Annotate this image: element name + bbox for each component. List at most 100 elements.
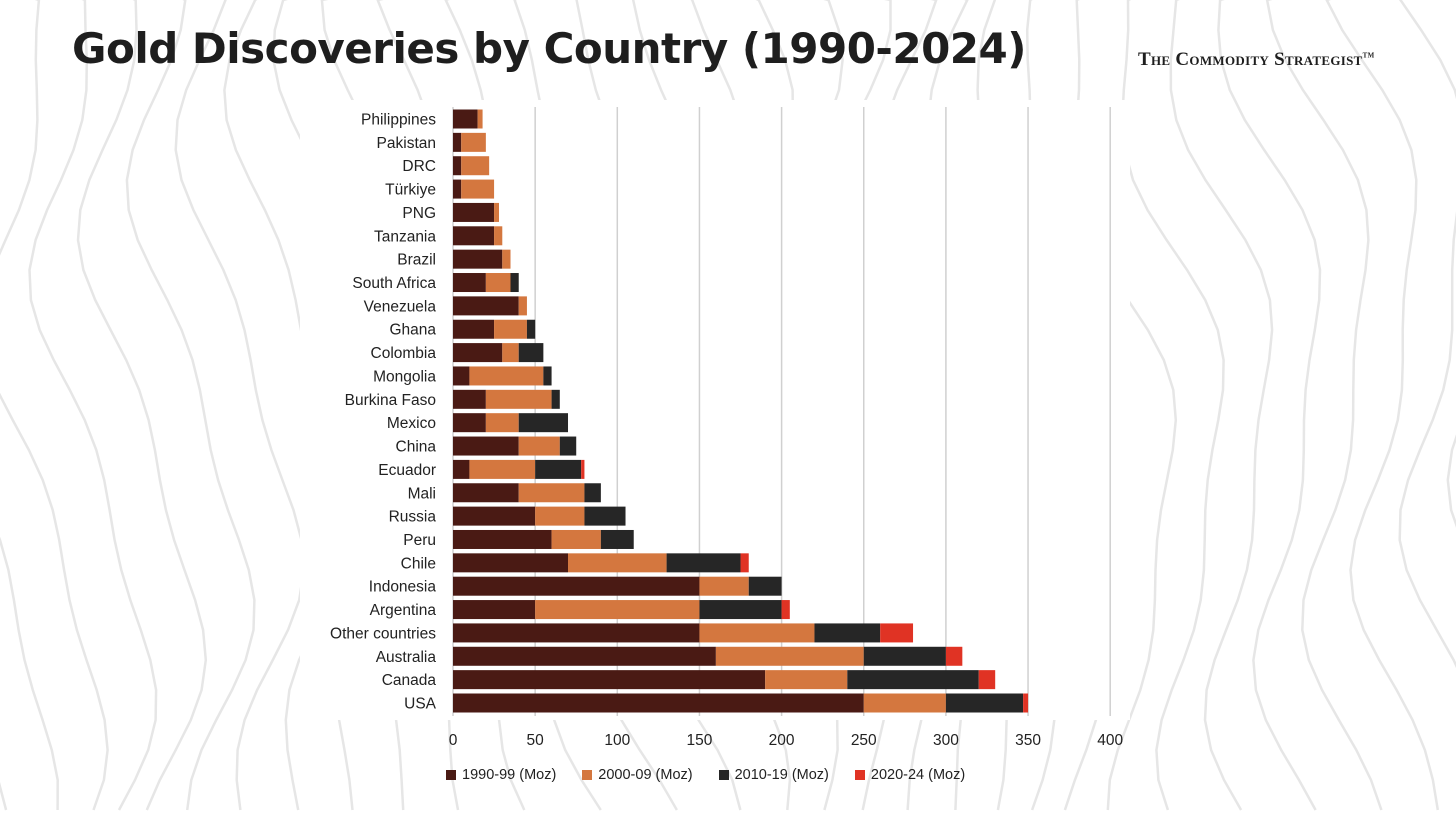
bar-segment bbox=[518, 296, 527, 316]
bar-segment bbox=[1023, 693, 1029, 713]
bar-segment bbox=[584, 506, 626, 526]
y-tick-label: Venezuela bbox=[364, 298, 437, 315]
contour-line bbox=[174, 0, 306, 811]
bar-segment bbox=[485, 273, 511, 293]
bar-segment bbox=[863, 693, 946, 713]
bar-segment bbox=[453, 319, 495, 339]
y-tick-label: DRC bbox=[402, 158, 436, 175]
y-tick-label: Russia bbox=[389, 509, 437, 526]
bar-segment bbox=[494, 226, 503, 246]
bar-segment bbox=[535, 459, 582, 479]
y-tick-label: Colombia bbox=[371, 345, 437, 362]
bar-segment bbox=[526, 319, 536, 339]
bar-segment bbox=[453, 600, 536, 620]
legend-swatch bbox=[854, 770, 865, 780]
bar-segment bbox=[453, 459, 470, 479]
bar-segment bbox=[740, 553, 749, 573]
bar-segment bbox=[945, 693, 1024, 713]
x-tick-label: 350 bbox=[1015, 732, 1041, 749]
bar-segment bbox=[453, 576, 700, 596]
bar-segment bbox=[453, 179, 462, 199]
legend-item: 2010-19 (Moz) bbox=[718, 767, 829, 783]
bar-segment bbox=[715, 646, 864, 666]
bar-segment bbox=[502, 249, 511, 269]
y-tick-label: Ghana bbox=[389, 322, 436, 339]
bar-segment bbox=[453, 529, 552, 549]
bar-segment bbox=[863, 646, 946, 666]
legend-label: 2000-09 (Moz) bbox=[598, 767, 693, 783]
legend-label: 1990-99 (Moz) bbox=[462, 767, 557, 783]
bar-segment bbox=[781, 600, 790, 620]
legend-label: 2010-19 (Moz) bbox=[734, 767, 829, 783]
y-tick-label: Argentina bbox=[370, 602, 437, 619]
bar-segment bbox=[453, 156, 462, 176]
y-tick-label: Other countries bbox=[330, 625, 436, 642]
bar-segment bbox=[666, 553, 741, 573]
contour-line bbox=[1217, 0, 1322, 811]
contour-line bbox=[1325, 0, 1440, 811]
bar-segment bbox=[699, 600, 782, 620]
trademark: TM bbox=[1362, 51, 1375, 60]
y-tick-label: Canada bbox=[382, 672, 437, 689]
bar-segment bbox=[581, 459, 585, 479]
bar-segment bbox=[600, 529, 634, 549]
bar-segment bbox=[469, 366, 544, 386]
legend-item: 2000-09 (Moz) bbox=[582, 767, 693, 783]
bar-segment bbox=[453, 226, 495, 246]
y-tick-label: China bbox=[396, 439, 437, 456]
bar-segment bbox=[485, 413, 519, 433]
bar-segment bbox=[453, 670, 766, 690]
bar-segment bbox=[453, 646, 716, 666]
bar-segment bbox=[880, 623, 914, 643]
bar-segment bbox=[748, 576, 782, 596]
bar-segment bbox=[453, 273, 486, 293]
y-tick-label: Tanzania bbox=[374, 228, 436, 245]
contour-line bbox=[76, 0, 208, 811]
bar-segment bbox=[699, 623, 815, 643]
bar-segment bbox=[453, 296, 519, 316]
bar-segment bbox=[518, 436, 560, 456]
legend-item: 2020-24 (Moz) bbox=[854, 767, 965, 783]
legend-swatch bbox=[582, 770, 593, 780]
legend-swatch bbox=[718, 770, 729, 780]
y-tick-label: South Africa bbox=[352, 275, 436, 292]
bar-segment bbox=[518, 413, 569, 433]
y-tick-label: Chile bbox=[401, 555, 436, 572]
bar-segment bbox=[584, 483, 601, 503]
bar-segment bbox=[847, 670, 979, 690]
y-tick-label: USA bbox=[404, 696, 437, 713]
y-tick-label: Türkiye bbox=[385, 182, 436, 199]
bar-segment bbox=[518, 343, 544, 363]
contour-line bbox=[1265, 0, 1383, 811]
y-tick-label: Brazil bbox=[397, 252, 436, 269]
x-tick-label: 200 bbox=[769, 732, 795, 749]
contour-line bbox=[0, 0, 109, 811]
bar-segment bbox=[453, 202, 495, 222]
brand-logo: The Commodity StrategistTM bbox=[1138, 49, 1375, 71]
contour-line bbox=[125, 0, 256, 811]
bar-segment bbox=[461, 156, 490, 176]
x-tick-label: 300 bbox=[933, 732, 959, 749]
bar-segment bbox=[551, 529, 601, 549]
page-title: Gold Discoveries by Country (1990-2024) bbox=[72, 24, 1026, 73]
brand-name: The Commodity Strategist bbox=[1138, 49, 1363, 70]
y-tick-label: Indonesia bbox=[369, 579, 437, 596]
bar-segment bbox=[518, 483, 585, 503]
bar-segment bbox=[945, 646, 963, 666]
bar-segment bbox=[559, 436, 577, 456]
bar-segment bbox=[453, 483, 519, 503]
y-tick-label: Pakistan bbox=[377, 135, 436, 152]
contour-line bbox=[28, 0, 158, 811]
bar-segment bbox=[461, 132, 486, 152]
x-tick-label: 150 bbox=[687, 732, 713, 749]
legend-swatch bbox=[446, 770, 456, 780]
bar-segment bbox=[568, 553, 667, 573]
y-tick-label: Burkina Faso bbox=[345, 392, 436, 409]
contour-line bbox=[1398, 0, 1456, 669]
bar-segment bbox=[453, 343, 503, 363]
legend-item: 1990-99 (Moz) bbox=[446, 767, 556, 783]
y-tick-label: Ecuador bbox=[378, 462, 436, 479]
bar-segment bbox=[510, 273, 519, 293]
bar-segment bbox=[469, 459, 536, 479]
